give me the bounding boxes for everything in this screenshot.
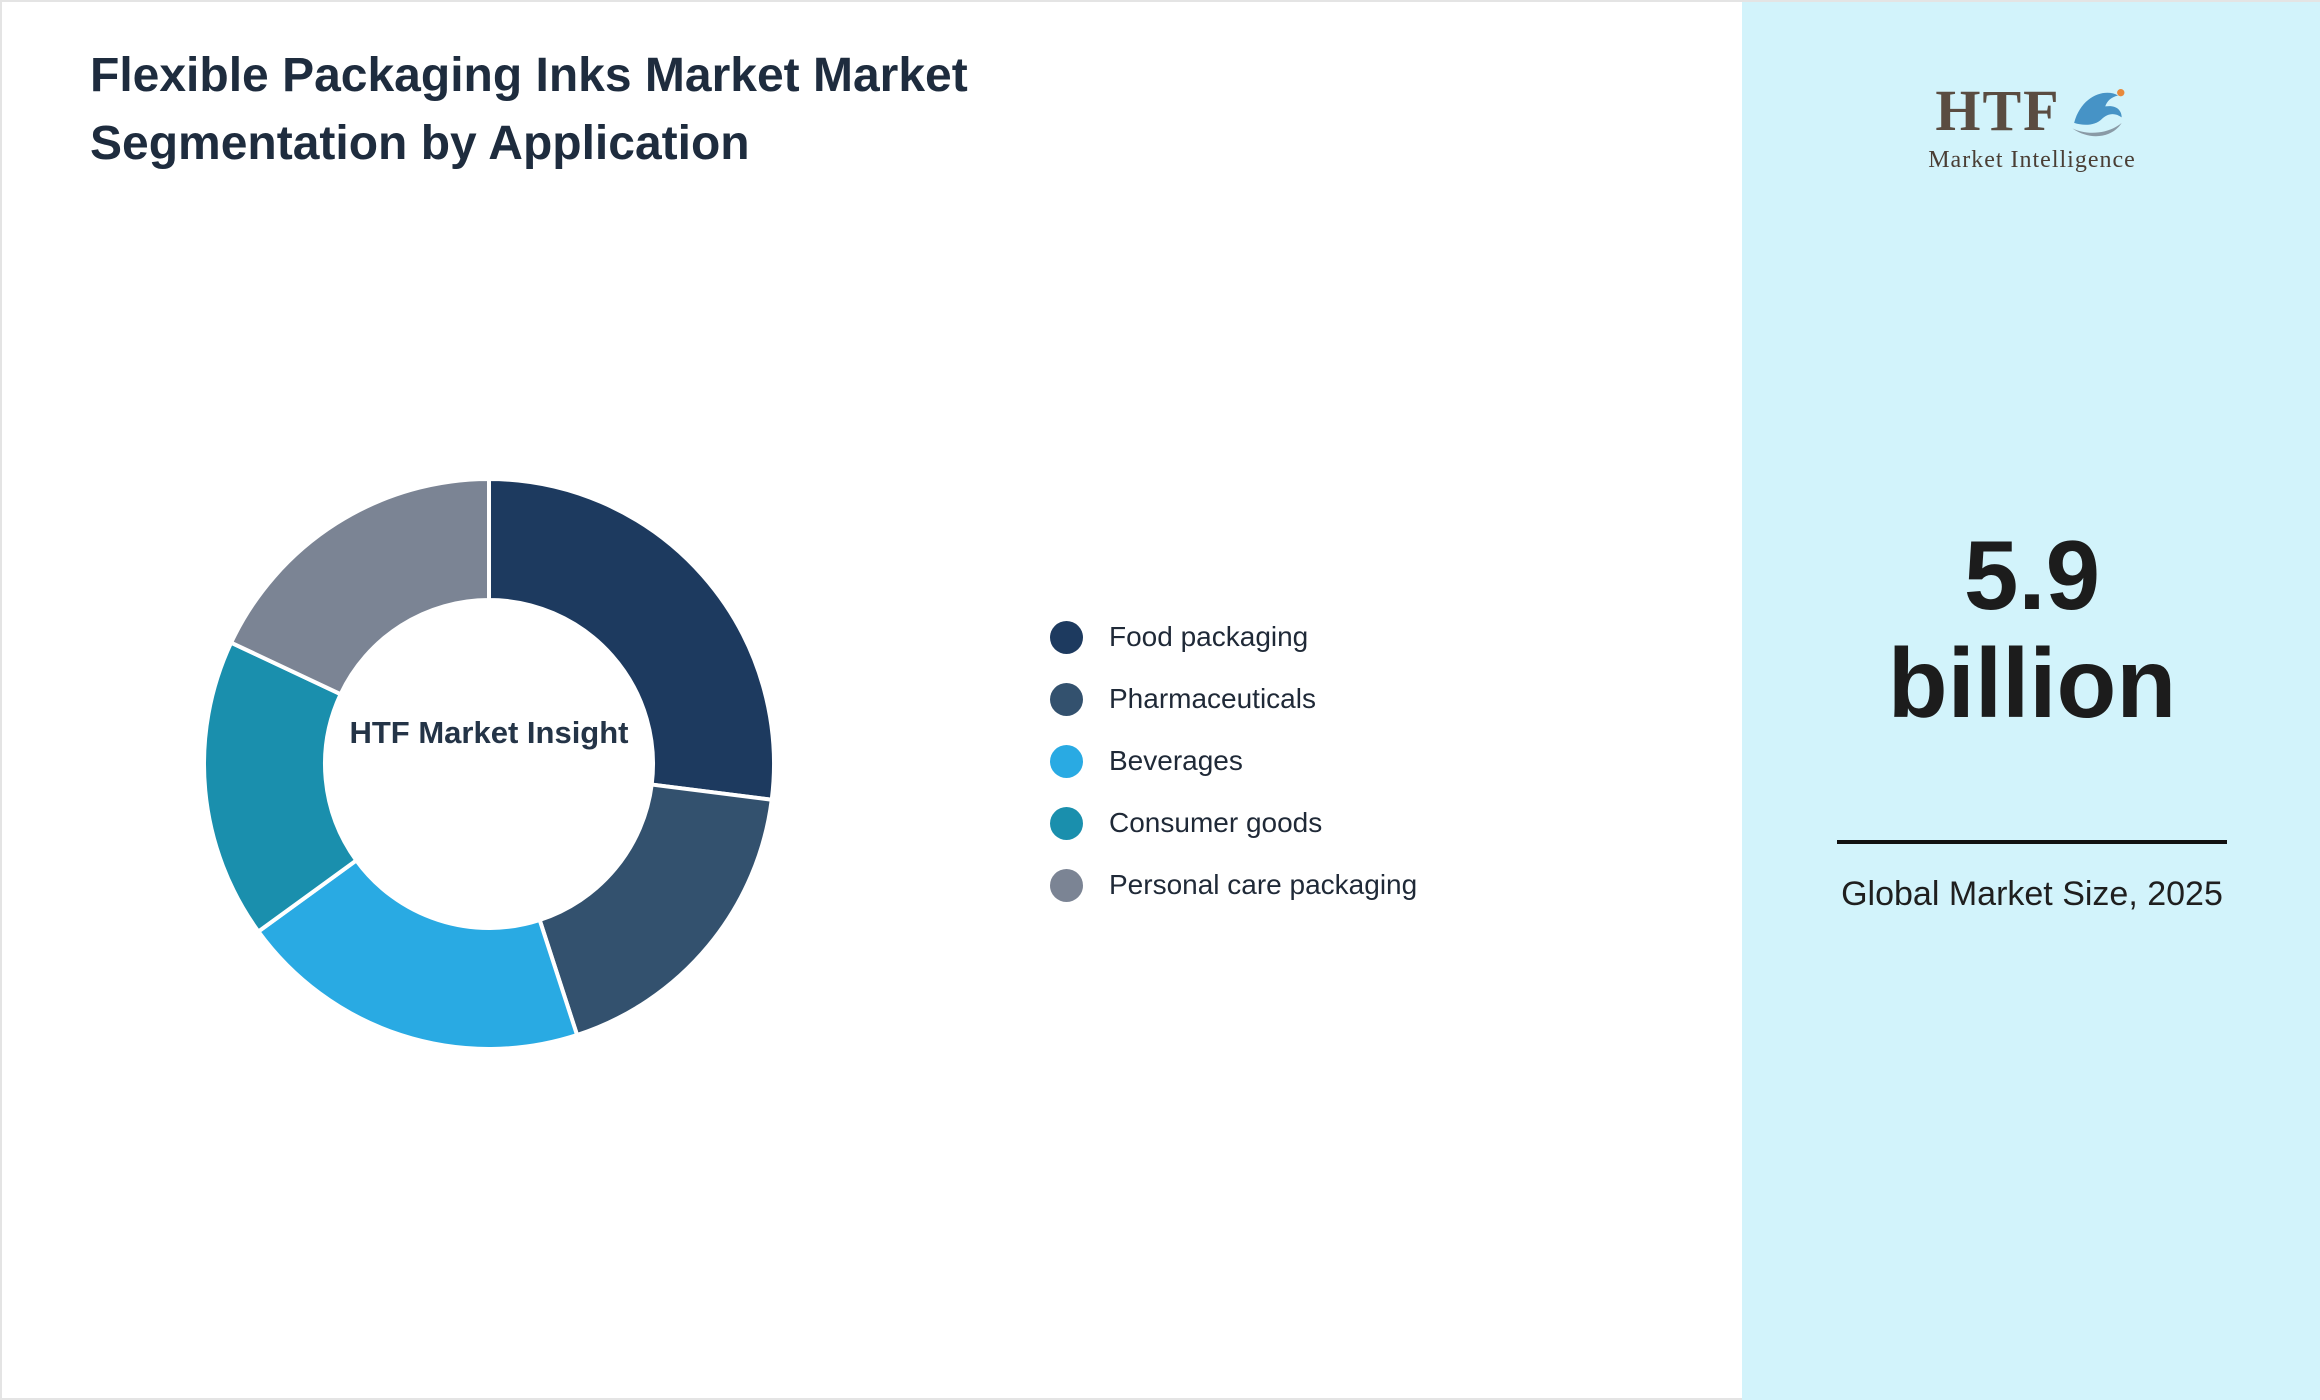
donut-segment-0 xyxy=(487,477,776,802)
legend-item: Personal care packaging xyxy=(1050,868,1417,902)
legend-label: Personal care packaging xyxy=(1109,869,1418,900)
htf-logo-subtext: Market Intelligence xyxy=(1928,147,2136,173)
legend-label: Food packaging xyxy=(1109,621,1309,652)
legend-dot xyxy=(1050,620,1083,654)
htf-logo: HTF Market Intelligence xyxy=(1742,82,2320,174)
htf-logo-text: HTF xyxy=(1935,78,2061,143)
legend-item: Food packaging xyxy=(1050,620,1417,654)
legend-item: Consumer goods xyxy=(1050,806,1417,840)
legend-label: Consumer goods xyxy=(1109,807,1323,838)
page-title: Flexible Packaging Inks Market Market Se… xyxy=(90,49,968,171)
side-panel: HTF Market Intelligence 5.9 billion Glob… xyxy=(1742,2,2320,1400)
donut-segment-2 xyxy=(256,858,580,1051)
donut-chart-svg xyxy=(201,477,776,1051)
legend-dot xyxy=(1050,682,1083,716)
legend-dot xyxy=(1050,806,1083,840)
legend-item: Beverages xyxy=(1050,744,1417,778)
chart-legend: Food packaging Pharmaceuticals Beverages Co… xyxy=(1050,620,1417,930)
legend-label: Pharmaceuticals xyxy=(1109,683,1316,714)
market-size-number: 5.9 xyxy=(1963,520,2101,630)
legend-dot xyxy=(1050,744,1083,778)
legend-item: Pharmaceuticals xyxy=(1050,682,1417,716)
market-size-caption: Global Market Size, 2025 xyxy=(1841,875,2223,913)
market-size-unit: billion xyxy=(1887,627,2177,738)
divider-line xyxy=(1837,840,2227,844)
market-size-value: 5.9 billion xyxy=(1742,520,2320,738)
donut-chart xyxy=(189,464,789,1064)
donut-segment-3 xyxy=(201,640,359,934)
legend-label: Beverages xyxy=(1109,745,1243,776)
donut-segment-4 xyxy=(229,477,491,697)
legend-dot xyxy=(1050,868,1083,902)
donut-center-label: HTF Market Insight xyxy=(349,715,629,750)
dolphin-icon xyxy=(2065,82,2129,145)
donut-segment-1 xyxy=(537,782,774,1038)
